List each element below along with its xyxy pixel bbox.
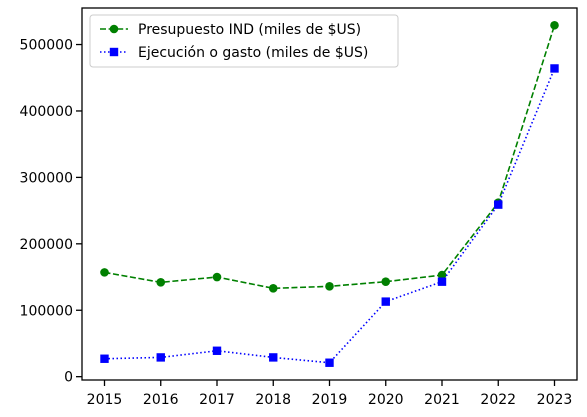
y-tick-label: 400000 bbox=[20, 104, 73, 120]
legend-label: Presupuesto IND (miles de $US) bbox=[138, 22, 361, 38]
data-point bbox=[156, 278, 166, 287]
data-point bbox=[437, 270, 447, 280]
y-tick-label: 500000 bbox=[20, 38, 73, 54]
data-point bbox=[494, 200, 503, 209]
data-point bbox=[381, 297, 390, 306]
data-point bbox=[550, 20, 559, 30]
data-point bbox=[437, 277, 447, 286]
y-tick-label: 100000 bbox=[20, 303, 73, 319]
x-tick-label: 2017 bbox=[199, 392, 235, 408]
x-tick-label: 2022 bbox=[480, 392, 516, 408]
data-point bbox=[269, 353, 278, 362]
data-point bbox=[550, 64, 559, 73]
x-tick-label: 2020 bbox=[368, 392, 404, 408]
y-tick-label: 300000 bbox=[20, 170, 73, 186]
legend-box bbox=[89, 14, 399, 68]
x-tick-label: 2019 bbox=[312, 392, 348, 408]
x-tick-label: 2021 bbox=[424, 392, 460, 408]
data-point bbox=[325, 282, 334, 291]
series-line-1 bbox=[104, 68, 556, 364]
y-tick-label: 0 bbox=[64, 370, 73, 386]
x-tick-label: 2015 bbox=[87, 392, 123, 408]
legend-marker bbox=[109, 47, 119, 57]
legend: Presupuesto IND (miles de $US) Ejecución … bbox=[89, 14, 399, 68]
data-point bbox=[100, 354, 109, 363]
data-point bbox=[212, 346, 222, 355]
y-tick-label: 200000 bbox=[20, 237, 73, 253]
data-point bbox=[212, 272, 222, 282]
x-tick-label: 2016 bbox=[143, 392, 179, 408]
x-tick-label: 2018 bbox=[255, 392, 291, 408]
data-point bbox=[268, 284, 278, 293]
axes: 2015 2016 2017 2018 2019 2020 2021 2022 2023 0 100… bbox=[20, 7, 578, 408]
x-tick-label: 2023 bbox=[537, 392, 573, 408]
legend-marker bbox=[109, 24, 119, 34]
data-point bbox=[156, 353, 165, 362]
legend-label: Ejecución o gasto (miles de $US) bbox=[138, 45, 368, 61]
data-point bbox=[325, 358, 334, 367]
data-point bbox=[100, 268, 109, 277]
data-point bbox=[381, 277, 391, 286]
plot-area bbox=[100, 20, 559, 367]
